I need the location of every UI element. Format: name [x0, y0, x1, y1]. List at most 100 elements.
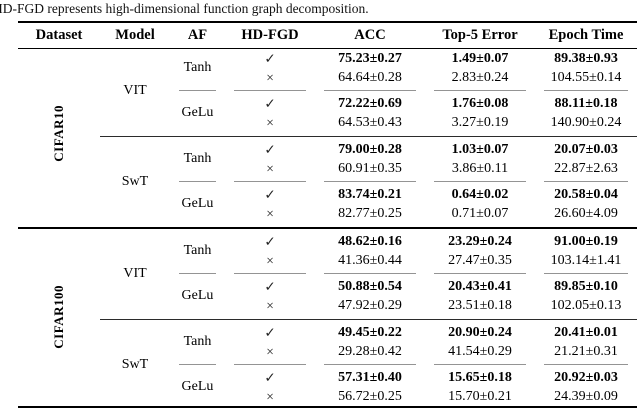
- hdfgd-mark-cell: ✓: [264, 233, 276, 249]
- top5-value-cell: 27.47±0.35: [448, 252, 512, 268]
- top5-value-cell: 23.51±0.18: [448, 297, 512, 313]
- divider-segment: [234, 90, 306, 91]
- divider-segment: [434, 273, 526, 274]
- af-label-cell: Tanh: [183, 334, 212, 349]
- hdfgd-mark-cell: ✓: [264, 324, 276, 340]
- divider-line: [18, 226, 637, 229]
- table-row: SwT Tanh ✓ 79.00±0.28 1.03±0.07 20.07±0.…: [18, 140, 637, 189]
- acc-value-cell: 49.45±0.22: [338, 324, 402, 340]
- divider-segment: [544, 90, 628, 91]
- hdfgd-mark-cell: ×: [266, 343, 274, 359]
- divider-segment: [179, 364, 216, 365]
- epoch-value-cell: 20.41±0.01: [554, 324, 618, 340]
- divider-segment: [544, 273, 628, 274]
- divider-segment: [179, 273, 216, 274]
- acc-value-cell: 79.00±0.28: [338, 141, 402, 157]
- dataset-divider: [18, 223, 637, 232]
- table-row: GeLu ✓ 83.74±0.21 0.64±0.02 20.58±0.04: [18, 185, 637, 212]
- table-row: CIFAR100 VIT Tanh ✓ 48.62±0.16 23.29±0.2…: [18, 232, 637, 349]
- hdfgd-mark-cell: ×: [266, 205, 274, 221]
- table-caption: HD-FGD represents high-dimensional funct…: [0, 1, 369, 16]
- acc-value-cell: 75.23±0.27: [338, 50, 402, 66]
- dataset-label: CIFAR100: [51, 284, 66, 349]
- acc-value-cell: 64.53±0.43: [338, 114, 402, 130]
- top5-value-cell: 1.76±0.08: [451, 95, 509, 111]
- table-row: × 41.36±0.44 27.47±0.35 103.14±1.41: [18, 251, 637, 270]
- epoch-value-cell: 20.07±0.03: [554, 141, 618, 157]
- af-label-cell: GeLu: [181, 379, 214, 394]
- group-divider: [18, 270, 637, 277]
- divider-segment: [234, 364, 306, 365]
- model-label-cell: VIT: [123, 265, 147, 281]
- top5-value-cell: 20.90±0.24: [448, 324, 512, 340]
- divider-segment: [179, 90, 216, 91]
- divider-segment: [434, 364, 526, 365]
- top5-value-cell: 3.27±0.19: [451, 114, 509, 130]
- af-label-cell: Tanh: [183, 60, 212, 75]
- table-row: × 47.92±0.29 23.51±0.18 102.05±0.13: [18, 296, 637, 315]
- epoch-value-cell: 26.60±4.09: [554, 205, 618, 221]
- acc-value-cell: 82.77±0.25: [338, 205, 402, 221]
- top5-value-cell: 3.86±0.11: [451, 160, 509, 176]
- hdfgd-mark-cell: ✓: [264, 50, 276, 66]
- table-row: CIFAR10 VIT Tanh ✓ 75.23±0.27 1.49±0.07 …: [18, 49, 637, 162]
- epoch-value-cell: 20.92±0.03: [554, 369, 618, 385]
- hdfgd-mark-cell: ×: [266, 114, 274, 130]
- table-row: GeLu ✓ 72.22±0.69 1.76±0.08 88.11±0.18: [18, 94, 637, 121]
- model-label-cell: SwT: [121, 356, 149, 372]
- acc-value-cell: 47.92±0.29: [338, 297, 402, 313]
- table-row: GeLu ✓ 50.88±0.54 20.43±0.41 89.85±0.10: [18, 277, 637, 304]
- acc-value-cell: 56.72±0.25: [338, 388, 402, 404]
- epoch-value-cell: 104.55±0.14: [550, 69, 622, 85]
- acc-value-cell: 72.22±0.69: [338, 95, 402, 111]
- model-divider: [18, 315, 637, 323]
- col-header-epoch: Epoch Time: [535, 22, 637, 49]
- acc-value-cell: 57.31±0.40: [338, 369, 402, 385]
- epoch-value-cell: 22.87±2.63: [554, 160, 618, 176]
- top5-value-cell: 15.70±0.21: [448, 388, 512, 404]
- dataset-label-cell: CIFAR10: [18, 49, 100, 224]
- table-row: GeLu ✓ 57.31±0.40 15.65±0.18 20.92±0.03: [18, 368, 637, 395]
- dataset-label-cell: CIFAR100: [18, 232, 100, 407]
- epoch-value-cell: 91.00±0.19: [554, 233, 618, 249]
- group-divider: [18, 361, 637, 368]
- top5-value-cell: 23.29±0.24: [448, 233, 512, 249]
- table-row: × 64.64±0.28 2.83±0.24 104.55±0.14: [18, 68, 637, 87]
- table-row: SwT Tanh ✓ 49.45±0.22 20.90±0.24 20.41±0…: [18, 323, 637, 372]
- top5-value-cell: 0.71±0.07: [451, 205, 509, 221]
- epoch-value-cell: 89.38±0.93: [554, 50, 618, 66]
- hdfgd-mark-cell: ×: [266, 160, 274, 176]
- col-header-top5: Top-5 Error: [425, 22, 535, 49]
- epoch-value-cell: 102.05±0.13: [550, 297, 622, 313]
- model-label-cell: SwT: [121, 173, 149, 189]
- divider-segment: [324, 181, 416, 182]
- af-label-cell: GeLu: [181, 196, 214, 211]
- top5-value-cell: 15.65±0.18: [448, 369, 512, 385]
- hdfgd-mark-cell: ✓: [264, 369, 276, 385]
- results-table: Dataset Model AF HD-FGD ACC Top-5 Error …: [18, 21, 637, 408]
- divider-segment: [234, 273, 306, 274]
- epoch-value-cell: 88.11±0.18: [554, 95, 618, 111]
- top5-value-cell: 41.54±0.29: [448, 343, 512, 359]
- af-label-cell: GeLu: [181, 105, 214, 120]
- top5-value-cell: 0.64±0.02: [451, 186, 509, 202]
- top5-value-cell: 20.43±0.41: [448, 278, 512, 294]
- table-row: × 82.77±0.25 0.71±0.07 26.60±4.09: [18, 204, 637, 223]
- epoch-value-cell: 89.85±0.10: [554, 278, 618, 294]
- top5-value-cell: 2.83±0.24: [451, 69, 509, 85]
- epoch-value-cell: 21.21±0.31: [554, 343, 618, 359]
- top5-value-cell: 1.03±0.07: [451, 141, 509, 157]
- acc-value-cell: 50.88±0.54: [338, 278, 402, 294]
- acc-value-cell: 60.91±0.35: [338, 160, 402, 176]
- header-row: Dataset Model AF HD-FGD ACC Top-5 Error …: [18, 22, 637, 49]
- hdfgd-mark-cell: ×: [266, 69, 274, 85]
- divider-segment: [324, 364, 416, 365]
- top5-value-cell: 1.49±0.07: [451, 50, 509, 66]
- divider-segment: [234, 181, 306, 182]
- col-header-hdfgd: HD-FGD: [225, 22, 315, 49]
- divider-segment: [434, 181, 526, 182]
- col-header-af: AF: [170, 22, 225, 49]
- epoch-value-cell: 24.39±0.09: [554, 388, 618, 404]
- group-divider: [18, 87, 637, 94]
